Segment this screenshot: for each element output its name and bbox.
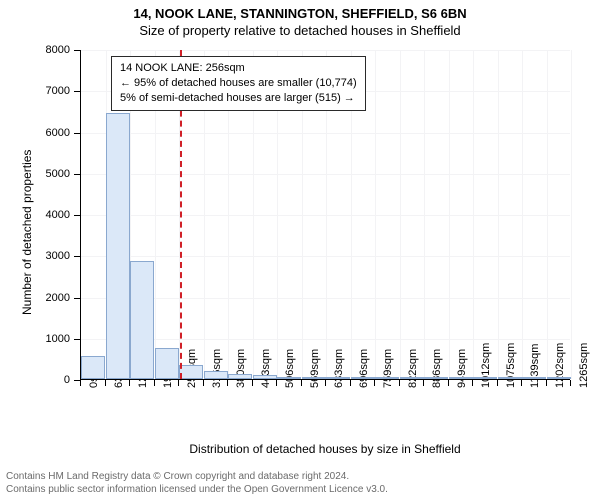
- x-tick: [350, 380, 351, 386]
- histogram-bar: [547, 377, 571, 379]
- histogram-bar: [277, 377, 301, 379]
- y-tick: [74, 174, 80, 175]
- histogram-bar: [498, 377, 522, 379]
- x-tick-label: 1265sqm: [578, 343, 590, 388]
- y-tick-label: 6000: [0, 127, 70, 139]
- histogram-bar: [522, 377, 546, 379]
- y-tick-label: 7000: [0, 85, 70, 97]
- histogram-bar: [375, 377, 399, 379]
- y-tick-label: 4000: [0, 209, 70, 221]
- x-tick: [448, 380, 449, 386]
- y-tick: [74, 256, 80, 257]
- x-tick: [252, 380, 253, 386]
- callout-box: 14 NOOK LANE: 256sqm ← 95% of detached h…: [111, 56, 366, 111]
- x-tick: [154, 380, 155, 386]
- callout-line-3: 5% of semi-detached houses are larger (5…: [120, 91, 357, 106]
- x-tick: [227, 380, 228, 386]
- x-tick: [521, 380, 522, 386]
- histogram-bar: [106, 113, 130, 379]
- histogram-bar: [351, 377, 375, 379]
- histogram-bar: [473, 377, 497, 379]
- x-tick: [325, 380, 326, 386]
- chart-plot-area: 14 NOOK LANE: 256sqm ← 95% of detached h…: [80, 50, 570, 380]
- x-tick: [105, 380, 106, 386]
- x-axis-title: Distribution of detached houses by size …: [80, 442, 570, 456]
- chart-title-address: 14, NOOK LANE, STANNINGTON, SHEFFIELD, S…: [0, 6, 600, 21]
- histogram-bar: [449, 377, 473, 379]
- callout-line-1: 14 NOOK LANE: 256sqm: [120, 61, 357, 76]
- y-tick: [74, 50, 80, 51]
- x-tick: [399, 380, 400, 386]
- histogram-bar: [302, 377, 326, 379]
- y-tick-label: 2000: [0, 292, 70, 304]
- callout-line-2: ← 95% of detached houses are smaller (10…: [120, 76, 357, 91]
- y-tick-label: 5000: [0, 168, 70, 180]
- x-tick: [570, 380, 571, 386]
- histogram-bar: [204, 371, 228, 379]
- x-tick: [203, 380, 204, 386]
- y-tick: [74, 298, 80, 299]
- histogram-bar: [228, 374, 252, 379]
- y-axis-title: Number of detached properties: [20, 150, 34, 315]
- y-tick-label: 3000: [0, 250, 70, 262]
- y-tick-label: 1000: [0, 333, 70, 345]
- x-tick: [129, 380, 130, 386]
- y-tick-label: 8000: [0, 44, 70, 56]
- x-tick: [374, 380, 375, 386]
- histogram-bar: [130, 261, 154, 379]
- chart-title-block: 14, NOOK LANE, STANNINGTON, SHEFFIELD, S…: [0, 6, 600, 38]
- gridline-v: [571, 50, 572, 379]
- x-tick: [80, 380, 81, 386]
- x-tick: [178, 380, 179, 386]
- histogram-bar: [81, 356, 105, 379]
- x-tick: [301, 380, 302, 386]
- x-tick: [546, 380, 547, 386]
- x-tick: [276, 380, 277, 386]
- footer-line-1: Contains HM Land Registry data © Crown c…: [6, 471, 388, 484]
- histogram-bar: [253, 375, 277, 379]
- histogram-bar: [424, 377, 448, 379]
- histogram-bar: [155, 348, 179, 379]
- x-tick: [472, 380, 473, 386]
- x-tick: [497, 380, 498, 386]
- x-tick: [423, 380, 424, 386]
- chart-title-subtitle: Size of property relative to detached ho…: [0, 23, 600, 38]
- histogram-bar: [326, 377, 350, 379]
- y-tick-label: 0: [0, 374, 70, 386]
- footer-attribution: Contains HM Land Registry data © Crown c…: [6, 471, 388, 496]
- histogram-bar: [400, 377, 424, 379]
- y-tick: [74, 215, 80, 216]
- footer-line-2: Contains public sector information licen…: [6, 484, 388, 497]
- histogram-bar: [179, 365, 203, 379]
- y-tick: [74, 339, 80, 340]
- y-tick: [74, 91, 80, 92]
- y-tick: [74, 133, 80, 134]
